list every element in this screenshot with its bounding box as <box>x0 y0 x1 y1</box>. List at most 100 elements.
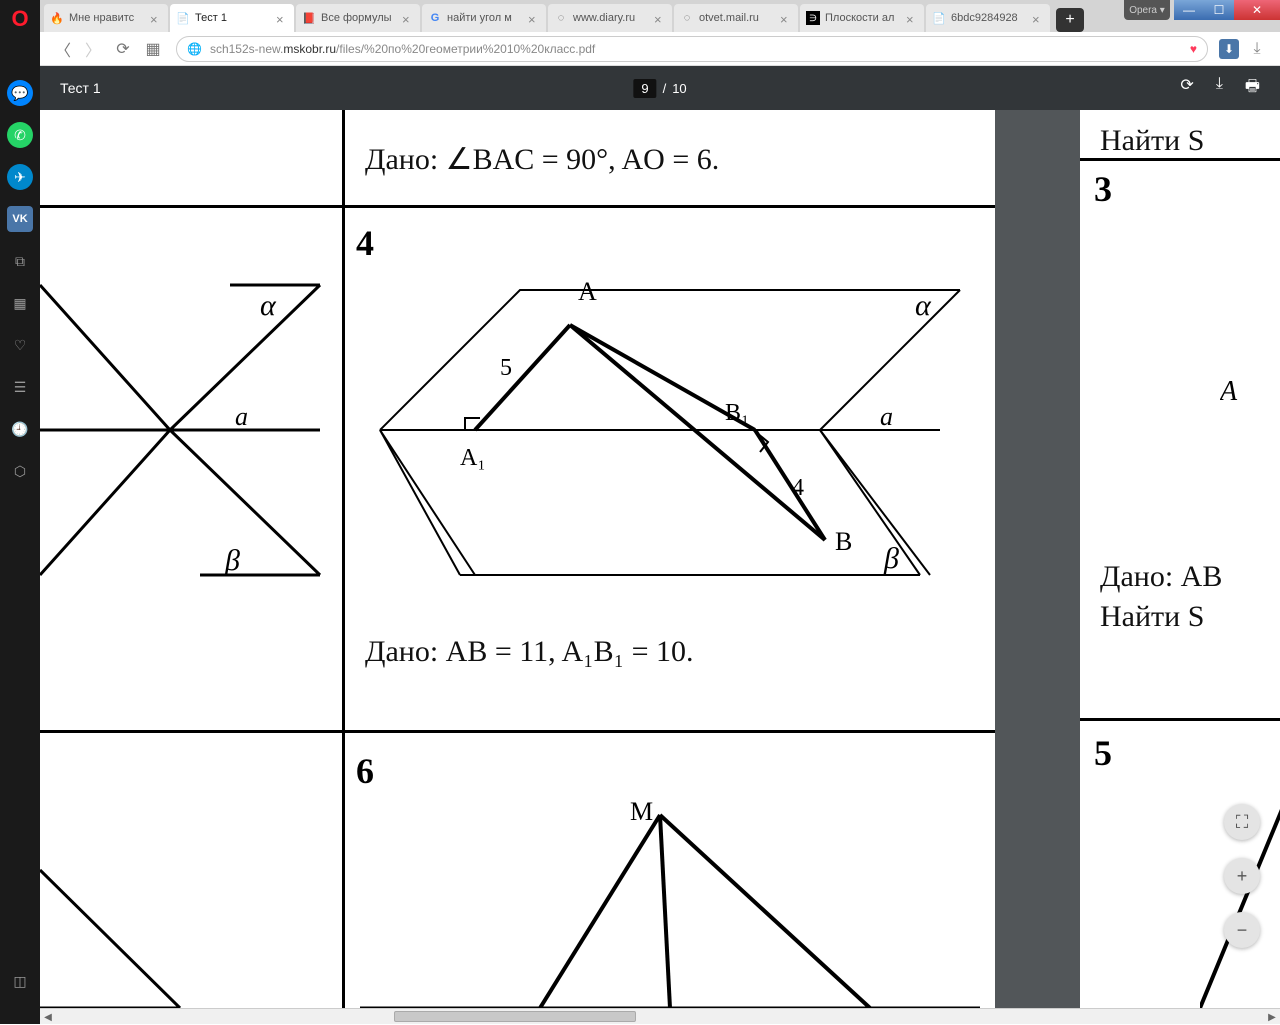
tab-favicon-icon: ◌ <box>680 11 694 25</box>
cell-number-5: 5 <box>1094 732 1112 774</box>
svg-text:α: α <box>260 289 277 322</box>
tab-close-icon[interactable]: × <box>150 12 162 24</box>
tab[interactable]: ◌ otvet.mail.ru× <box>674 4 798 32</box>
extensions-icon[interactable]: ⬡ <box>7 458 33 484</box>
right-find-text-2: Найти S <box>1100 600 1204 634</box>
tab-close-icon[interactable]: × <box>906 12 918 24</box>
window-controls: Opera ▾ — ☐ ✕ <box>1124 0 1280 20</box>
address-bar-row: 〈 〉 ⟳ ▦ 🌐 sch152s-new.mskobr.ru/files/%2… <box>40 32 1280 66</box>
pdf-document-title: Тест 1 <box>60 80 101 96</box>
tab-favicon-icon: 🔥 <box>50 11 64 25</box>
url-prefix: sch152s-new. <box>210 42 283 56</box>
new-tab-button[interactable]: + <box>1056 8 1084 32</box>
geometry-figure-4: A B A₁ B₁ 5 4 α β a <box>360 270 980 600</box>
tab-close-icon[interactable]: × <box>528 12 540 24</box>
pdf-download-icon[interactable]: ⤓ <box>1216 75 1223 102</box>
tab[interactable]: 📄Тест 1× <box>170 4 294 32</box>
opera-menu-button[interactable]: Opera ▾ <box>1124 0 1170 20</box>
pdf-rotate-icon[interactable]: ⟳ <box>1180 75 1193 102</box>
right-find-text: Найти S <box>1100 124 1204 158</box>
forward-button[interactable]: 〉 <box>80 36 106 62</box>
telegram-icon[interactable]: ✈ <box>7 164 33 190</box>
svg-text:α: α <box>915 289 932 322</box>
whatsapp-icon[interactable]: ✆ <box>7 122 33 148</box>
vk-icon[interactable]: VK <box>7 206 33 232</box>
pdf-page-main: Дано: ∠BAC = 90°, AO = 6. 4 6 Дано: AB =… <box>40 110 995 1008</box>
back-button[interactable]: 〈 <box>50 36 76 62</box>
tab[interactable]: 🔥Мне нравитс× <box>44 4 168 32</box>
geometry-figure-bottom-left <box>40 830 342 1008</box>
heart-icon[interactable]: ♡ <box>7 332 33 358</box>
pdf-zoom-controls: ⛶ + − <box>1224 804 1260 948</box>
tab-favicon-icon: G <box>428 11 442 25</box>
window-maximize-button[interactable]: ☐ <box>1204 0 1234 20</box>
tab-favicon-icon: 📕 <box>302 11 316 25</box>
scroll-right-icon[interactable]: ▶ <box>1264 1009 1280 1025</box>
tab-favicon-icon: 📄 <box>932 11 946 25</box>
cell-number-3: 3 <box>1094 168 1112 210</box>
tab[interactable]: Gнайти угол м× <box>422 4 546 32</box>
window-close-button[interactable]: ✕ <box>1234 0 1280 20</box>
speed-dial-icon[interactable]: ▦ <box>7 290 33 316</box>
downloads-icon[interactable]: ⤓ <box>1245 37 1269 61</box>
svg-text:M: M <box>630 797 653 826</box>
geometry-figure-6: M <box>360 790 980 1008</box>
horizontal-scrollbar[interactable]: ◀ ▶ <box>40 1008 1280 1024</box>
pdf-print-icon[interactable]: 🖶 <box>1245 75 1260 102</box>
tab[interactable]: 📄 6bdc9284928× <box>926 4 1050 32</box>
svg-text:B: B <box>835 527 852 556</box>
history-icon[interactable]: 🕘 <box>7 416 33 442</box>
cell-number-4: 4 <box>356 222 374 264</box>
svg-text:A₁: A₁ <box>460 445 486 471</box>
pdf-zoom-out-button[interactable]: − <box>1224 912 1260 948</box>
site-info-icon[interactable]: 🌐 <box>187 42 202 56</box>
tab-title: 6bdc9284928 <box>951 12 1029 24</box>
save-page-icon[interactable]: ⬇ <box>1219 39 1239 59</box>
svg-text:5: 5 <box>500 355 512 381</box>
pdf-page-indicator: 9 / 10 <box>633 79 686 98</box>
tab-close-icon[interactable]: × <box>276 12 288 24</box>
tab-close-icon[interactable]: × <box>780 12 792 24</box>
bookmark-heart-icon[interactable]: ♥ <box>1190 42 1197 56</box>
start-page-button[interactable]: ▦ <box>140 36 166 62</box>
svg-text:β: β <box>224 544 240 577</box>
tab[interactable]: 📕Все формулы× <box>296 4 420 32</box>
address-input[interactable]: 🌐 sch152s-new.mskobr.ru/files/%20по%20ге… <box>176 36 1208 62</box>
pdf-total-pages: 10 <box>672 81 686 96</box>
tab-title: найти угол м <box>447 12 525 24</box>
screenshot-icon[interactable]: ⧉ <box>7 248 33 274</box>
svg-text:B₁: B₁ <box>725 400 749 426</box>
tab-close-icon[interactable]: × <box>654 12 666 24</box>
pdf-zoom-in-button[interactable]: + <box>1224 858 1260 894</box>
news-icon[interactable]: ☰ <box>7 374 33 400</box>
pdf-viewport[interactable]: Дано: ∠BAC = 90°, AO = 6. 4 6 Дано: AB =… <box>40 110 1280 1008</box>
tab[interactable]: ◌www.diary.ru× <box>548 4 672 32</box>
pdf-fit-button[interactable]: ⛶ <box>1224 804 1260 840</box>
svg-text:A: A <box>1220 376 1238 407</box>
scroll-thumb[interactable] <box>394 1011 636 1022</box>
url-path: /files/%20по%20геометрии%2010%20класс.pd… <box>336 42 595 56</box>
pdf-current-page[interactable]: 9 <box>633 79 656 98</box>
reload-button[interactable]: ⟳ <box>110 36 136 62</box>
tab-favicon-icon: 📄 <box>176 11 190 25</box>
tab-title: otvet.mail.ru <box>699 12 777 24</box>
url-host: mskobr.ru <box>283 42 336 56</box>
tab-bar: 🔥Мне нравитс× 📄Тест 1× 📕Все формулы× Gна… <box>40 0 1280 32</box>
pdf-page-separator: / <box>663 81 667 96</box>
given-text-4: Дано: AB = 11, A₁B₁ = 10. <box>365 635 694 669</box>
tab-close-icon[interactable]: × <box>402 12 414 24</box>
scroll-track[interactable] <box>56 1009 1264 1024</box>
sidebar-toggle-icon[interactable]: ◫ <box>7 968 33 994</box>
messenger-icon[interactable]: 💬 <box>7 80 33 106</box>
window-minimize-button[interactable]: — <box>1174 0 1204 20</box>
svg-text:a: a <box>235 402 248 431</box>
svg-text:a: a <box>880 402 893 431</box>
tab-title: www.diary.ru <box>573 12 651 24</box>
tab[interactable]: ∋Плоскости ал× <box>800 4 924 32</box>
scroll-left-icon[interactable]: ◀ <box>40 1009 56 1025</box>
opera-logo-icon[interactable]: O <box>11 6 28 32</box>
opera-sidebar: O 💬 ✆ ✈ VK ⧉ ▦ ♡ ☰ 🕘 ⬡ ◫ <box>0 0 40 1024</box>
svg-text:4: 4 <box>792 475 804 501</box>
tab-close-icon[interactable]: × <box>1032 12 1044 24</box>
cell-number-6: 6 <box>356 750 374 792</box>
